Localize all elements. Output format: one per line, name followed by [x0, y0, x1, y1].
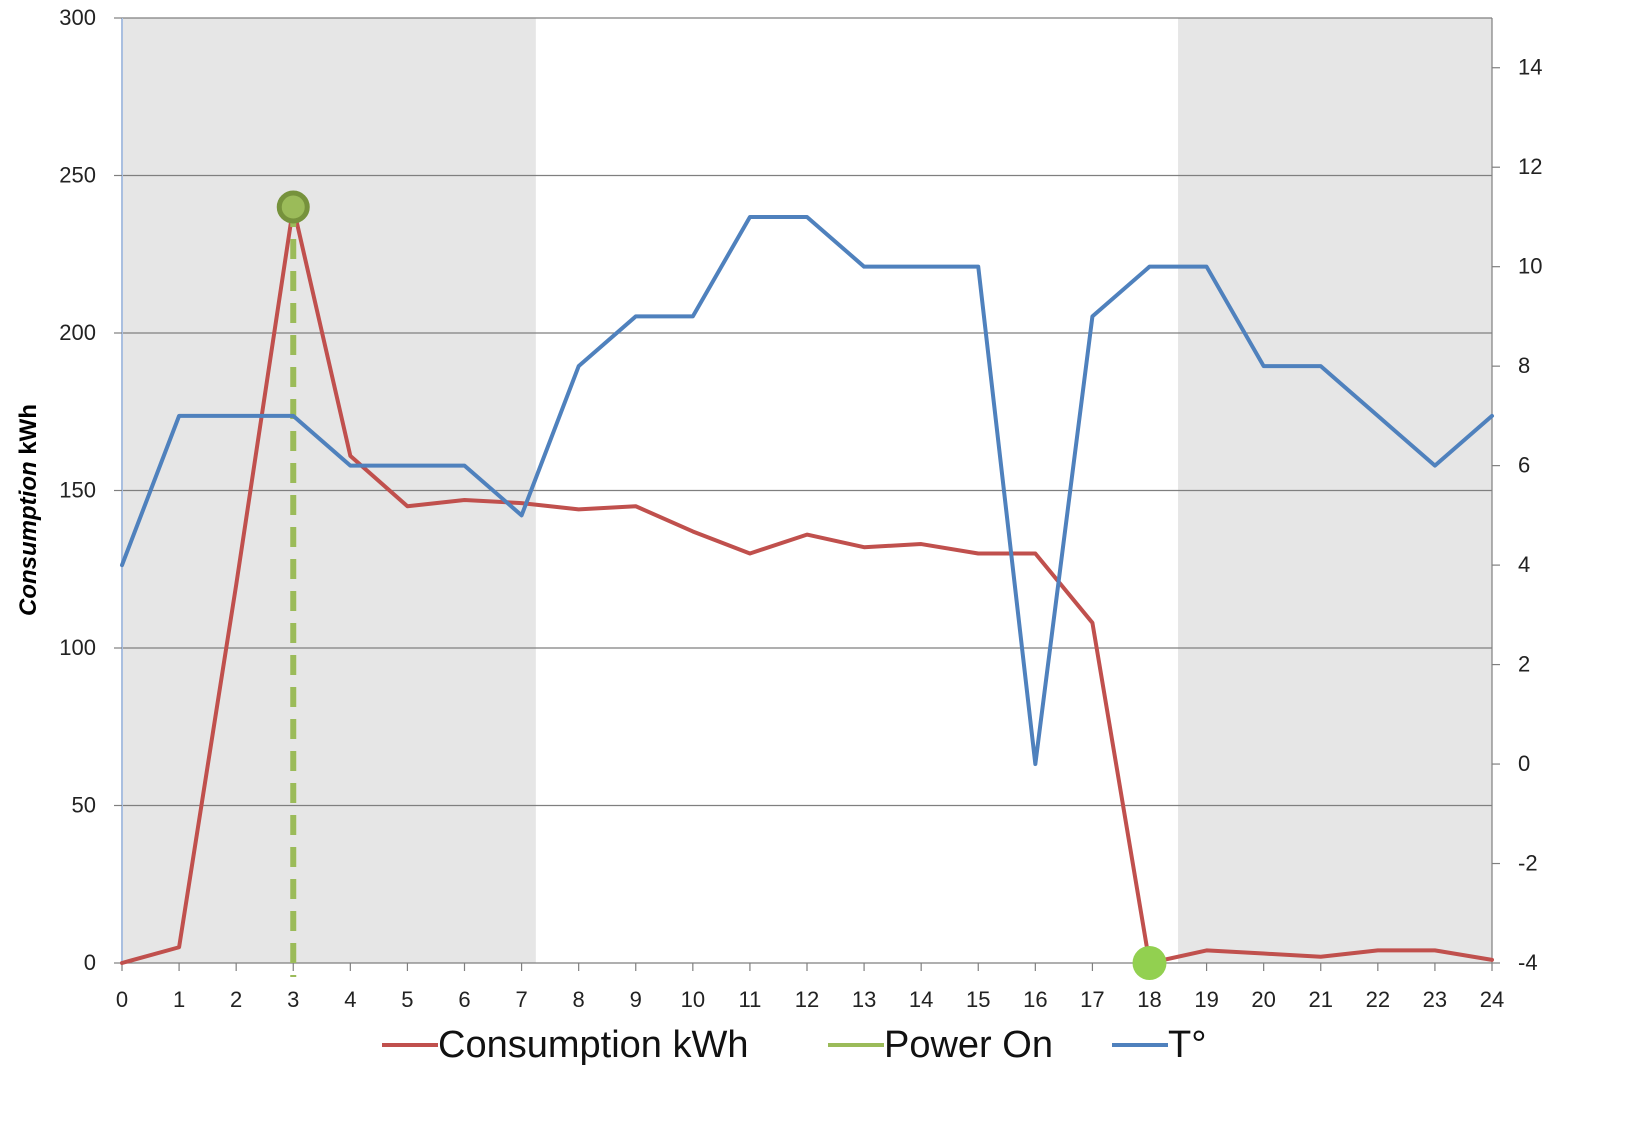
x-tick-label-17: 17: [1080, 987, 1104, 1012]
legend: Consumption kWh Power On T°: [382, 1024, 1206, 1066]
y2-tick-label-14: 14: [1518, 55, 1542, 80]
power-on-marker-1: [1132, 946, 1167, 980]
y2-tick-label-4: 4: [1518, 552, 1530, 577]
y-tick-label-100: 100: [59, 635, 96, 660]
x-tick-label-0: 0: [116, 987, 128, 1012]
x-tick-label-23: 23: [1423, 987, 1447, 1012]
x-tick-label-20: 20: [1251, 987, 1275, 1012]
y-axis-label-italic: Consumption: [15, 461, 42, 616]
x-tick-label-24: 24: [1480, 987, 1504, 1012]
y2-tick-label-6: 6: [1518, 453, 1530, 478]
x-tick-label-12: 12: [795, 987, 819, 1012]
y-tick-label-150: 150: [59, 478, 96, 503]
x-tick-label-22: 22: [1366, 987, 1390, 1012]
x-tick-label-9: 9: [630, 987, 642, 1012]
x-tick-label-14: 14: [909, 987, 933, 1012]
y-tick-label-0: 0: [84, 950, 96, 975]
y-tick-label-50: 50: [72, 793, 96, 818]
x-tick-label-13: 13: [852, 987, 876, 1012]
x-tick-label-19: 19: [1194, 987, 1218, 1012]
y-tick-label-200: 200: [59, 320, 96, 345]
axes: [114, 17, 1500, 971]
y2-tick-label-8: 8: [1518, 353, 1530, 378]
y2-tick-label-10: 10: [1518, 254, 1542, 279]
legend-label-1: Power On: [884, 1024, 1053, 1066]
x-tick-label-3: 3: [287, 987, 299, 1012]
x-tick-label-6: 6: [458, 987, 470, 1012]
x-tick-label-4: 4: [344, 987, 356, 1012]
y2-tick-label-0: 0: [1518, 751, 1530, 776]
y2-tick-label-2: 2: [1518, 652, 1530, 677]
y2-tick-label-12: 12: [1518, 154, 1542, 179]
x-tick-label-21: 21: [1309, 987, 1333, 1012]
y2-tick-label--4: -4: [1518, 950, 1538, 975]
y2-tick-label--2: -2: [1518, 851, 1538, 876]
x-tick-label-1: 1: [173, 987, 185, 1012]
x-tick-label-18: 18: [1137, 987, 1161, 1012]
series-markers: [276, 190, 1167, 980]
gridlines: [122, 17, 1492, 807]
x-tick-label-5: 5: [401, 987, 413, 1012]
y-tick-label-250: 250: [59, 163, 96, 188]
series-line-2: [120, 214, 1494, 767]
y-tick-label-300: 300: [59, 5, 96, 30]
series-lines: [120, 205, 1494, 977]
x-tick-label-2: 2: [230, 987, 242, 1012]
y-axis-label-unit: kWh: [15, 404, 42, 461]
x-tick-label-7: 7: [515, 987, 527, 1012]
legend-label-0: Consumption kWh: [438, 1024, 748, 1066]
x-tick-label-16: 16: [1023, 987, 1047, 1012]
x-tick-label-11: 11: [738, 987, 761, 1012]
x-tick-label-15: 15: [966, 987, 990, 1012]
legend-label-2: T°: [1168, 1024, 1206, 1066]
power-on-marker-0: [276, 190, 310, 224]
y-axis-label: Consumption kWh: [15, 404, 42, 616]
series-line-0: [120, 205, 1494, 965]
x-tick-label-8: 8: [573, 987, 585, 1012]
x-tick-label-10: 10: [681, 987, 705, 1012]
